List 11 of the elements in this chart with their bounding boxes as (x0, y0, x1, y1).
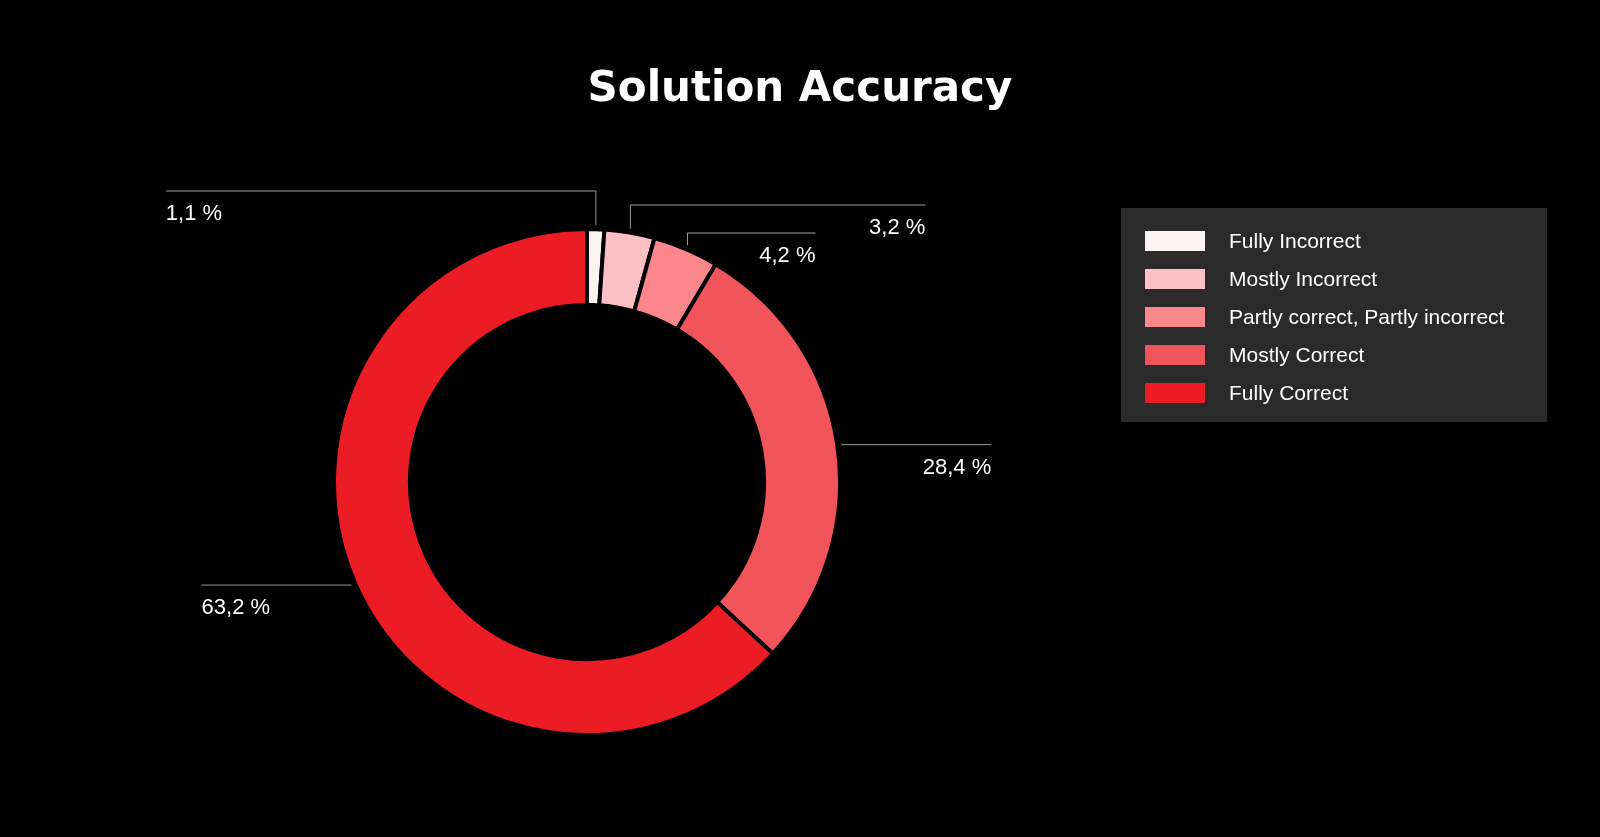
data-label: 28,4 % (922, 453, 992, 479)
legend-label: Fully Correct (1229, 381, 1349, 405)
data-label: 4,2 % (759, 242, 816, 268)
legend-label: Mostly Correct (1229, 343, 1365, 367)
data-label: 3,2 % (869, 214, 926, 240)
legend-label: Partly correct, Partly incorrect (1229, 305, 1505, 329)
legend-label: Fully Incorrect (1229, 229, 1361, 253)
data-label: 1,1 % (165, 200, 223, 226)
chart-title: Solution Accuracy (586, 62, 1014, 111)
data-label: 63,2 % (201, 594, 271, 620)
legend-label: Mostly Incorrect (1229, 267, 1378, 291)
